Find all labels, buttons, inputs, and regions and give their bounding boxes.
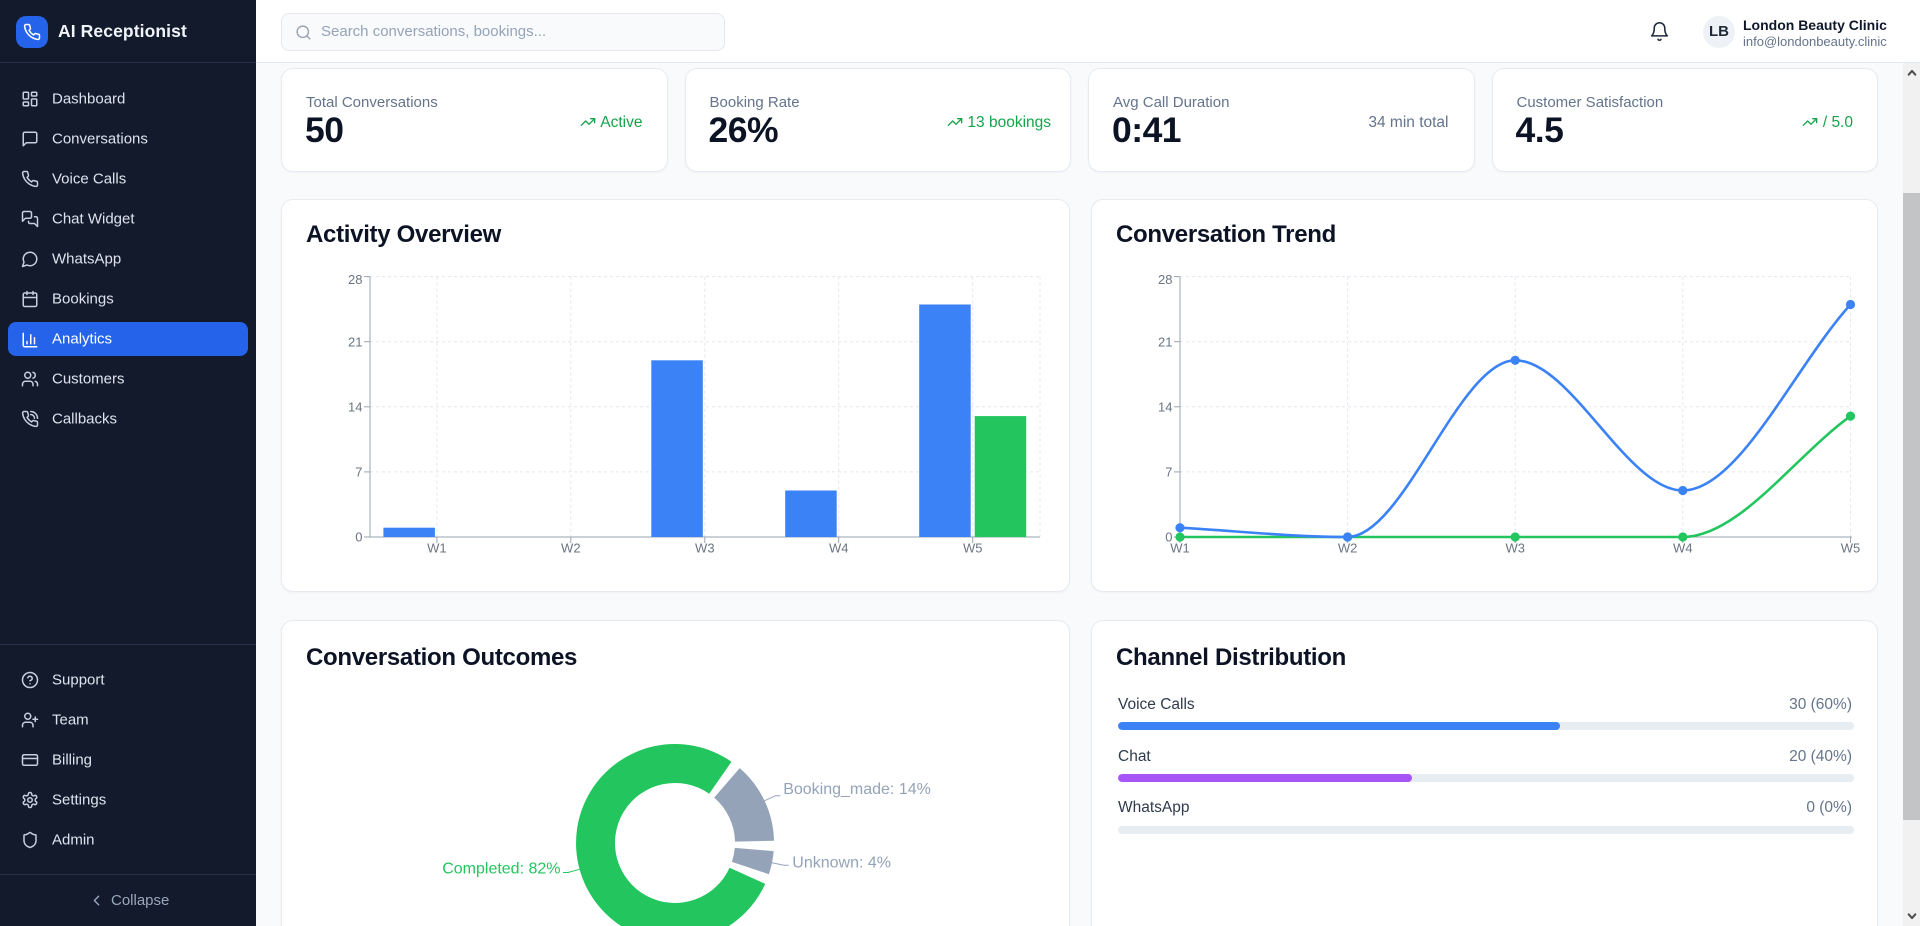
- svg-text:7: 7: [1165, 465, 1172, 480]
- svg-text:W1: W1: [427, 541, 447, 556]
- svg-text:28: 28: [1158, 272, 1172, 287]
- svg-text:14: 14: [1158, 400, 1172, 415]
- svg-text:7: 7: [355, 465, 362, 480]
- svg-text:21: 21: [348, 334, 362, 349]
- svg-text:14: 14: [348, 400, 362, 415]
- svg-text:0: 0: [355, 530, 362, 545]
- svg-text:W1: W1: [1170, 541, 1190, 556]
- svg-text:W3: W3: [1505, 541, 1525, 556]
- svg-text:Booking_made: 14%: Booking_made: 14%: [783, 781, 931, 798]
- svg-text:W3: W3: [695, 541, 715, 556]
- svg-text:Completed: 82%: Completed: 82%: [442, 861, 560, 878]
- svg-text:21: 21: [1158, 334, 1172, 349]
- svg-text:Unknown: 4%: Unknown: 4%: [792, 854, 891, 871]
- svg-text:0: 0: [1165, 530, 1172, 545]
- svg-text:28: 28: [348, 272, 362, 287]
- svg-text:W2: W2: [1338, 541, 1358, 556]
- svg-text:W4: W4: [829, 541, 849, 556]
- svg-text:W5: W5: [1841, 541, 1861, 556]
- svg-text:W5: W5: [963, 541, 983, 556]
- svg-text:W4: W4: [1673, 541, 1693, 556]
- svg-text:W2: W2: [561, 541, 581, 556]
